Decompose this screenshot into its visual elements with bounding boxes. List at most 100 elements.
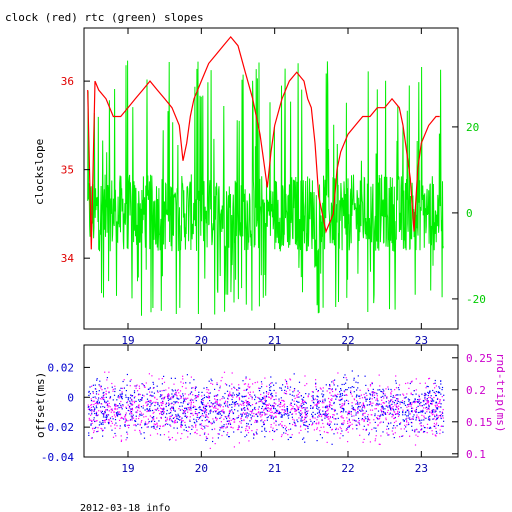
offset-point xyxy=(387,388,390,390)
roundtrip-point xyxy=(394,427,396,429)
roundtrip-point xyxy=(296,404,298,406)
roundtrip-point xyxy=(289,378,291,380)
roundtrip-point xyxy=(168,394,170,396)
roundtrip-point xyxy=(332,380,334,382)
offset-point xyxy=(429,411,431,413)
roundtrip-point xyxy=(326,441,328,443)
roundtrip-point xyxy=(356,400,358,402)
roundtrip-point xyxy=(315,386,317,388)
offset-point xyxy=(400,401,403,403)
roundtrip-point xyxy=(135,387,137,389)
offset-point xyxy=(442,431,444,433)
roundtrip-point xyxy=(90,404,92,406)
offset-point xyxy=(242,401,244,403)
roundtrip-point xyxy=(140,412,142,414)
offset-point xyxy=(176,415,178,417)
offset-point xyxy=(344,394,346,396)
offset-point xyxy=(301,416,303,419)
roundtrip-point xyxy=(287,434,289,436)
offset-point xyxy=(299,413,301,415)
offset-point xyxy=(228,420,230,422)
roundtrip-point xyxy=(169,415,171,417)
roundtrip-point xyxy=(264,402,266,404)
roundtrip-point xyxy=(371,428,373,431)
roundtrip-point xyxy=(138,385,140,387)
offset-point xyxy=(381,411,383,413)
roundtrip-point xyxy=(377,404,379,407)
roundtrip-point xyxy=(221,376,223,379)
roundtrip-point xyxy=(230,419,232,421)
offset-point xyxy=(278,424,280,426)
roundtrip-point xyxy=(426,432,428,434)
offset-point xyxy=(313,421,315,423)
roundtrip-point xyxy=(345,429,347,431)
roundtrip-point xyxy=(191,413,193,415)
offset-point xyxy=(420,422,422,424)
roundtrip-point xyxy=(211,423,213,425)
offset-point xyxy=(134,419,136,422)
offset-point xyxy=(123,387,125,389)
offset-point xyxy=(141,399,143,401)
offset-point xyxy=(150,410,152,412)
offset-point xyxy=(206,396,208,398)
offset-point xyxy=(380,414,382,416)
roundtrip-point xyxy=(150,404,152,406)
roundtrip-point xyxy=(207,416,209,419)
offset-point xyxy=(306,421,308,423)
offset-point xyxy=(170,377,172,379)
offset-point xyxy=(337,385,339,387)
offset-point xyxy=(370,394,372,396)
roundtrip-point xyxy=(145,415,147,418)
offset-point xyxy=(92,406,94,408)
offset-point xyxy=(438,386,440,388)
roundtrip-point xyxy=(133,402,136,404)
offset-point xyxy=(100,412,103,414)
roundtrip-point xyxy=(176,390,178,392)
roundtrip-point xyxy=(386,428,388,430)
offset-point xyxy=(142,407,144,409)
roundtrip-point xyxy=(411,403,413,405)
offset-point xyxy=(120,397,122,399)
roundtrip-point xyxy=(245,430,247,432)
roundtrip-point xyxy=(327,432,329,434)
offset-point xyxy=(442,425,444,427)
offset-point xyxy=(219,411,221,413)
roundtrip-point xyxy=(149,434,152,436)
roundtrip-point xyxy=(431,402,433,404)
offset-point xyxy=(287,438,289,441)
offset-point xyxy=(244,413,246,415)
roundtrip-point xyxy=(156,423,158,425)
roundtrip-point xyxy=(261,413,263,416)
roundtrip-point xyxy=(102,429,104,431)
roundtrip-point xyxy=(174,419,177,422)
offset-point xyxy=(367,390,370,392)
offset-point xyxy=(161,411,163,413)
offset-point xyxy=(254,406,256,409)
offset-point xyxy=(298,381,301,383)
offset-point xyxy=(428,392,430,394)
roundtrip-point xyxy=(395,387,398,389)
offset-point xyxy=(238,394,240,396)
offset-point xyxy=(160,394,162,396)
offset-point xyxy=(414,399,416,401)
offset-point xyxy=(242,380,244,382)
offset-point xyxy=(273,406,275,408)
offset-point xyxy=(440,393,442,395)
offset-point xyxy=(377,389,379,391)
offset-point xyxy=(186,417,188,419)
roundtrip-point xyxy=(369,385,372,387)
roundtrip-point xyxy=(379,443,381,445)
offset-point xyxy=(158,405,160,407)
offset-point xyxy=(116,399,118,401)
offset-point xyxy=(220,427,222,429)
roundtrip-point xyxy=(248,387,250,389)
roundtrip-point xyxy=(200,427,202,429)
roundtrip-point xyxy=(347,414,349,416)
offset-point xyxy=(233,431,235,433)
roundtrip-point xyxy=(261,419,263,421)
offset-point xyxy=(276,410,278,413)
offset-point xyxy=(203,425,205,427)
offset-point xyxy=(117,395,120,397)
offset-point xyxy=(98,402,100,404)
offset-point xyxy=(303,424,305,426)
